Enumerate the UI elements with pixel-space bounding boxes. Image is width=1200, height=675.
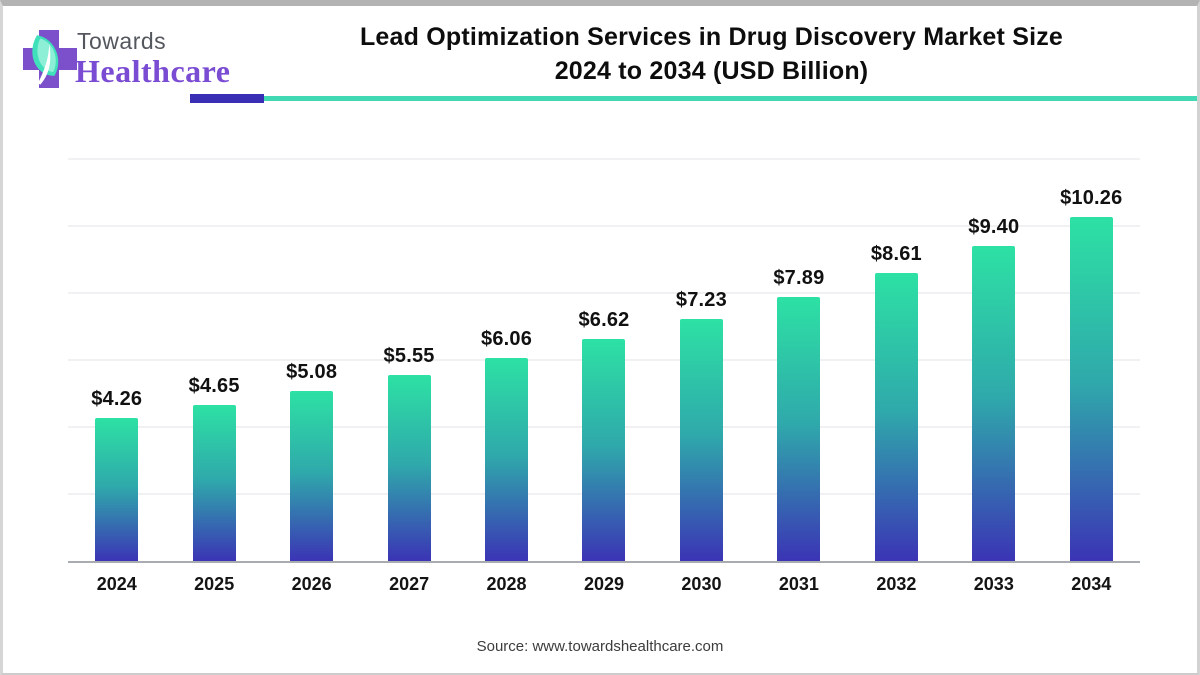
bar-value-label: $7.23 (675, 288, 727, 311)
bar-2028 (485, 358, 529, 561)
bar-slot-2032: $8.61 (848, 159, 945, 561)
bar-value-label: $7.89 (773, 266, 825, 289)
bar-slot-2034: $10.26 (1043, 159, 1140, 561)
bar-slot-2025: $4.65 (165, 159, 262, 561)
x-axis-label-2026: 2026 (291, 574, 332, 594)
logo-healthcare-text: Healthcare (75, 53, 231, 89)
gridline (68, 292, 1140, 295)
bar-2030 (679, 318, 723, 561)
bar-slot-2026: $5.08 (263, 159, 360, 561)
bar-2034 (1069, 217, 1113, 561)
bar-2024 (95, 418, 139, 561)
x-axis-label-2032: 2032 (876, 574, 917, 594)
bar-slot-2031: $7.89 (750, 159, 847, 561)
bars-row: $4.26 $4.65 $5.08 $5.55 $6.06 $6.62 $7.23 $7.89… (68, 159, 1140, 561)
bar-value-label: $4.26 (91, 388, 143, 411)
chart-title-line1: Lead Optimization Services in Drug Disco… (359, 23, 1064, 51)
x-axis-labels: 2024 2025 2026 2027 2028 2029 2030 2031 2032 2033… (68, 574, 1140, 595)
bar-slot-2028: $6.06 (458, 159, 555, 561)
x-axis-label-2028: 2028 (486, 574, 527, 594)
bar-2033 (972, 246, 1016, 561)
gridline (68, 225, 1140, 227)
x-axis-label-2024: 2024 (96, 574, 137, 594)
title-underline (190, 93, 1197, 103)
bar-slot-2027: $5.55 (360, 159, 457, 561)
towards-healthcare-logo: Towards Healthcare (19, 16, 249, 106)
bar-value-label: $4.65 (188, 375, 240, 398)
bar-2026 (290, 390, 334, 561)
x-axis-label-2025: 2025 (194, 574, 235, 594)
chart-title: Lead Optimization Services in Drug Disco… (238, 20, 1185, 88)
bar-value-label: $10.26 (1060, 187, 1123, 210)
gridline (68, 158, 1140, 160)
bar-value-label: $9.40 (968, 216, 1020, 239)
x-axis-label-2034: 2034 (1071, 574, 1112, 594)
bar-value-label: $6.62 (578, 309, 630, 332)
logo-towards-text: Towards (77, 28, 167, 54)
bar-value-label: $5.55 (383, 345, 435, 368)
bar-value-label: $8.61 (870, 242, 922, 265)
x-axis-label-2033: 2033 (973, 574, 1014, 594)
x-axis-label-2027: 2027 (389, 574, 430, 594)
underline-purple-segment (190, 93, 264, 103)
bar-value-label: $5.08 (286, 360, 338, 383)
x-axis-label-2031: 2031 (778, 574, 819, 594)
chart-title-line2: 2024 to 2034 (USD Billion) (554, 57, 869, 85)
logo-cross-leaf-icon (23, 30, 77, 88)
chart-plot: $4.26 $4.65 $5.08 $5.55 $6.06 $6.62 $7.23 $7.89… (68, 158, 1140, 563)
bar-2029 (582, 339, 626, 561)
bar-slot-2033: $9.40 (945, 159, 1042, 561)
underline-teal-segment (264, 95, 1197, 101)
bar-slot-2024: $4.26 (68, 159, 165, 561)
bar-value-label: $6.06 (481, 328, 533, 350)
bar-2032 (874, 272, 918, 561)
bar-slot-2029: $6.62 (555, 159, 652, 561)
bar-2027 (387, 375, 431, 561)
bar-2025 (192, 405, 236, 561)
x-axis-label-2030: 2030 (681, 574, 722, 594)
bar-slot-2030: $7.23 (653, 159, 750, 561)
bar-2031 (777, 296, 821, 561)
x-axis-label-2029: 2029 (583, 574, 625, 594)
source-text: Source: www.towardshealthcare.com (476, 638, 724, 655)
